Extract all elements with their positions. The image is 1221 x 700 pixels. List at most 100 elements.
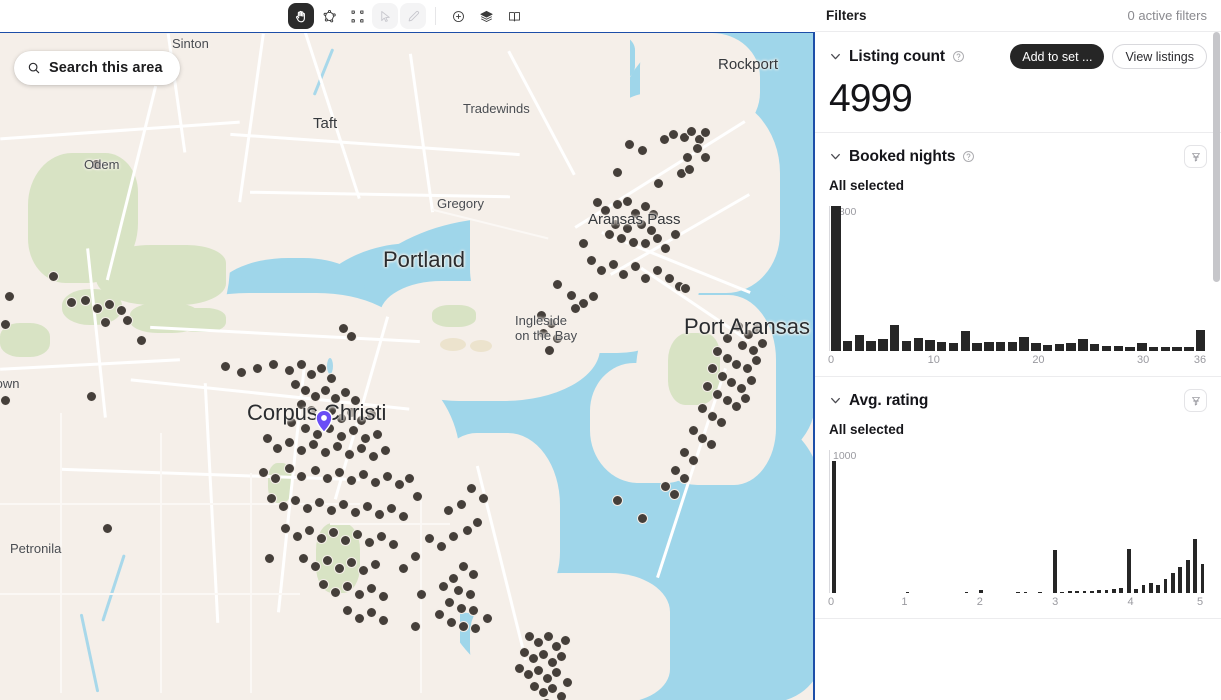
map-dot[interactable] xyxy=(236,367,247,378)
map-dot[interactable] xyxy=(706,439,717,450)
layers-tool[interactable] xyxy=(473,3,499,29)
map-dot[interactable] xyxy=(478,493,489,504)
map-dot[interactable] xyxy=(320,385,331,396)
map-dot[interactable] xyxy=(608,259,619,270)
map-dot[interactable] xyxy=(551,667,562,678)
map-dot[interactable] xyxy=(262,433,273,444)
map-dot[interactable] xyxy=(465,589,476,600)
map-dot[interactable] xyxy=(660,243,671,254)
map-dot[interactable] xyxy=(292,531,303,542)
map-dot[interactable] xyxy=(592,197,603,208)
map-dot[interactable] xyxy=(382,471,393,482)
map-dot[interactable] xyxy=(668,129,679,140)
location-pin[interactable] xyxy=(313,409,335,437)
map-dot[interactable] xyxy=(346,331,357,342)
map-dot[interactable] xyxy=(342,581,353,592)
map-dot[interactable] xyxy=(354,589,365,600)
map-dot[interactable] xyxy=(346,407,357,418)
map-dot[interactable] xyxy=(116,305,127,316)
map-dot[interactable] xyxy=(4,291,15,302)
map-dot[interactable] xyxy=(264,553,275,564)
map-dot[interactable] xyxy=(716,417,727,428)
funnel-icon[interactable] xyxy=(1184,389,1207,412)
map-dot[interactable] xyxy=(378,615,389,626)
hand-tool[interactable] xyxy=(288,3,314,29)
map-dot[interactable] xyxy=(648,209,659,220)
map-dot[interactable] xyxy=(468,605,479,616)
map-dot[interactable] xyxy=(310,391,321,402)
map-dot[interactable] xyxy=(552,279,563,290)
map-dot[interactable] xyxy=(338,499,349,510)
map-canvas[interactable]: Sinton Rockport Tradewinds Taft Odem Gre… xyxy=(0,32,815,700)
map-dot[interactable] xyxy=(100,317,111,328)
add-tool[interactable] xyxy=(445,3,471,29)
map-dot[interactable] xyxy=(296,399,307,410)
map-dot[interactable] xyxy=(458,561,469,572)
map-dot[interactable] xyxy=(538,328,549,339)
basemap-tool[interactable] xyxy=(501,3,527,29)
map-dot[interactable] xyxy=(366,409,377,420)
map-dot[interactable] xyxy=(444,597,455,608)
map-dot[interactable] xyxy=(533,637,544,648)
map-dot[interactable] xyxy=(280,523,291,534)
map-dot[interactable] xyxy=(316,363,327,374)
map-dot[interactable] xyxy=(284,365,295,376)
map-dot[interactable] xyxy=(386,503,397,514)
map-dot[interactable] xyxy=(0,319,11,330)
map-dot[interactable] xyxy=(556,691,567,700)
cursor-tool[interactable] xyxy=(372,3,398,29)
map-dot[interactable] xyxy=(519,647,530,658)
map-dot[interactable] xyxy=(624,139,635,150)
map-dot[interactable] xyxy=(456,603,467,614)
map-dot[interactable] xyxy=(340,535,351,546)
map-dot[interactable] xyxy=(298,553,309,564)
map-dot[interactable] xyxy=(612,167,623,178)
map-dot[interactable] xyxy=(358,565,369,576)
map-dot[interactable] xyxy=(536,310,547,321)
map-dot[interactable] xyxy=(586,255,597,266)
map-dot[interactable] xyxy=(543,631,554,642)
map-dot[interactable] xyxy=(482,613,493,624)
map-dot[interactable] xyxy=(746,375,757,386)
map-dot[interactable] xyxy=(524,631,535,642)
pencil-tool[interactable] xyxy=(400,3,426,29)
map-dot[interactable] xyxy=(388,539,399,550)
map-dot[interactable] xyxy=(588,291,599,302)
map-dot[interactable] xyxy=(680,283,691,294)
map-dot[interactable] xyxy=(306,369,317,380)
map-dot[interactable] xyxy=(669,489,680,500)
map-dot[interactable] xyxy=(697,433,708,444)
map-dot[interactable] xyxy=(652,233,663,244)
map-dot[interactable] xyxy=(372,429,383,440)
map-dot[interactable] xyxy=(640,273,651,284)
map-dot[interactable] xyxy=(356,443,367,454)
map-dot[interactable] xyxy=(404,473,415,484)
map-dot[interactable] xyxy=(284,463,295,474)
map-dot[interactable] xyxy=(556,651,567,662)
map-dot[interactable] xyxy=(346,475,357,486)
map-dot[interactable] xyxy=(286,417,297,428)
map-dot[interactable] xyxy=(350,395,361,406)
add-to-set-button[interactable]: Add to set ... xyxy=(1010,44,1105,69)
map-dot[interactable] xyxy=(702,381,713,392)
search-this-area-button[interactable]: Search this area xyxy=(14,51,180,85)
map-dot[interactable] xyxy=(726,377,737,388)
map-dot[interactable] xyxy=(340,387,351,398)
map-dot[interactable] xyxy=(122,315,133,326)
map-dot[interactable] xyxy=(278,501,289,512)
map-dot[interactable] xyxy=(358,469,369,480)
map-dot[interactable] xyxy=(468,569,479,580)
map-dot[interactable] xyxy=(360,433,371,444)
map-dot[interactable] xyxy=(630,261,641,272)
map-dot[interactable] xyxy=(742,363,753,374)
map-dot[interactable] xyxy=(679,132,690,143)
map-dot[interactable] xyxy=(352,529,363,540)
box-select-tool[interactable] xyxy=(344,3,370,29)
map-dot[interactable] xyxy=(434,609,445,620)
map-dot[interactable] xyxy=(443,505,454,516)
map-dot[interactable] xyxy=(376,531,387,542)
map-dot[interactable] xyxy=(370,477,381,488)
view-listings-button[interactable]: View listings xyxy=(1112,44,1207,69)
map-dot[interactable] xyxy=(637,513,648,524)
map-dot[interactable] xyxy=(354,613,365,624)
